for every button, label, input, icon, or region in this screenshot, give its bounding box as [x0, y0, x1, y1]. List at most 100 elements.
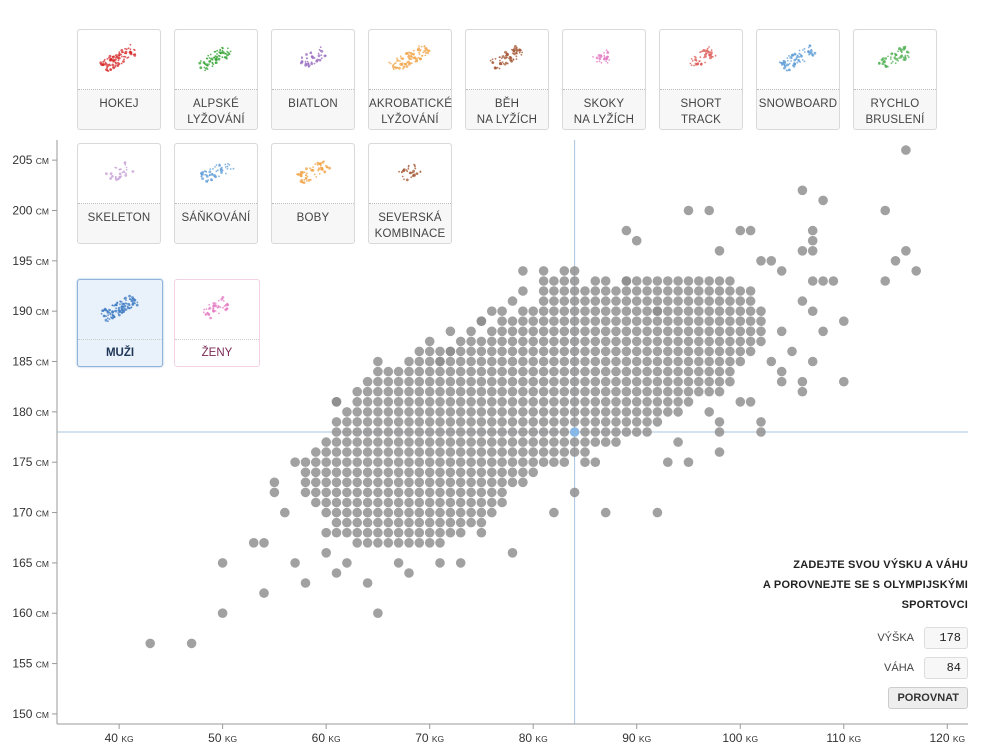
data-point	[331, 457, 342, 468]
data-point	[683, 306, 694, 317]
sport-tile-hokej[interactable]: HOKEJ	[77, 29, 161, 130]
sport-tile-biatlon[interactable]: BIATLON	[271, 29, 355, 130]
sport-label-line2: TRACK	[681, 114, 721, 126]
data-point	[507, 427, 518, 437]
data-point	[352, 407, 363, 417]
sport-tile-short[interactable]: SHORT TRACK	[659, 29, 743, 130]
data-point	[518, 447, 528, 457]
thumb-dot	[204, 69, 206, 72]
data-point	[414, 467, 425, 478]
y-tick-label: 190 CM	[12, 304, 49, 318]
sport-tile-severska[interactable]: SEVERSKÁ KOMBINACE	[368, 143, 452, 244]
sport-tile-skoky[interactable]: SKOKY NA LYŽÍCH	[562, 29, 646, 130]
short-thumbnail-icon	[660, 30, 742, 90]
thumb-dot	[304, 63, 307, 67]
data-point	[621, 346, 632, 357]
sport-tile-sankovani[interactable]: SÁŇKOVÁNÍ	[174, 143, 258, 244]
data-point	[559, 417, 570, 427]
data-point	[445, 356, 456, 367]
weight-input[interactable]	[924, 657, 968, 679]
data-point	[611, 376, 621, 387]
thumb-dot	[408, 51, 411, 54]
data-point	[248, 538, 259, 548]
thumb-dot	[132, 53, 135, 56]
data-point	[342, 457, 352, 468]
data-point	[549, 457, 559, 468]
sport-label-beh: BĚH NA LYŽÍCH	[466, 90, 548, 128]
x-axis: 40 KG 50 KG 60 KG 70 KG 80 KG 90 KG 100 KG 110 …	[57, 723, 968, 745]
thumb-dot	[112, 58, 116, 62]
weight-label: VÁHA	[884, 662, 914, 674]
thumb-dot	[408, 57, 412, 60]
sport-tile-boby[interactable]: BOBY	[271, 143, 355, 244]
thumb-dot	[211, 65, 214, 68]
data-point	[373, 608, 383, 618]
gender-tile-women[interactable]: ŽENY	[174, 279, 260, 367]
sport-tile-akrobaticke[interactable]: AKROBATICKÉ LYŽOVÁNÍ	[368, 29, 452, 130]
data-point	[714, 306, 725, 317]
thumb-dot	[906, 51, 909, 54]
data-point	[466, 427, 476, 437]
thumb-dot	[412, 52, 415, 56]
data-point	[745, 296, 756, 306]
data-point	[621, 296, 632, 306]
data-point	[424, 417, 435, 427]
data-point	[362, 477, 373, 488]
data-point	[393, 477, 404, 488]
thumb-dot	[895, 57, 899, 61]
data-point	[352, 487, 363, 498]
data-point	[549, 376, 559, 387]
thumb-dot	[117, 313, 121, 317]
thumb-dot	[203, 62, 206, 65]
data-point	[331, 507, 342, 518]
thumb-dot	[115, 62, 117, 65]
sport-tile-snowboard[interactable]: SNOWBOARD	[756, 29, 840, 130]
thumb-dot	[894, 52, 896, 55]
data-point	[704, 316, 714, 327]
gender-tile-men[interactable]: MUŽI	[77, 279, 163, 367]
thumb-dot	[418, 53, 421, 56]
data-point	[404, 477, 414, 488]
thumb-dot	[415, 57, 418, 61]
data-point	[518, 427, 528, 437]
data-point	[487, 376, 497, 387]
data-point	[404, 437, 414, 447]
thumb-dot	[232, 167, 235, 170]
thumb-dot	[317, 52, 320, 55]
thumb-dot	[884, 57, 888, 60]
thumb-dot	[306, 60, 309, 63]
thumb-dot	[407, 164, 410, 167]
sport-tile-rychlo[interactable]: RYCHLO BRUSLENÍ	[853, 29, 937, 130]
thumb-dot	[515, 58, 518, 60]
sport-tile-beh[interactable]: BĚH NA LYŽÍCH	[465, 29, 549, 130]
thumb-dot	[393, 62, 396, 65]
thumb-dot	[783, 64, 786, 66]
height-input[interactable]	[924, 627, 968, 649]
thumb-dot	[415, 172, 419, 175]
data-point	[642, 336, 652, 347]
sport-tile-alpske[interactable]: ALPSKÉ LYŽOVÁNÍ	[174, 29, 258, 130]
data-point	[342, 497, 352, 508]
data-point	[393, 507, 404, 518]
data-point	[311, 457, 321, 468]
data-point	[487, 457, 497, 468]
thumb-dot	[603, 52, 605, 54]
data-point	[663, 366, 673, 377]
data-point	[714, 427, 725, 437]
thumb-dot	[106, 311, 110, 314]
thumb-dot	[100, 312, 103, 315]
thumb-dot	[226, 303, 230, 307]
data-point	[435, 487, 445, 498]
data-point	[652, 376, 663, 387]
data-point	[807, 235, 818, 246]
compare-button[interactable]: POROVNAT	[888, 687, 968, 709]
thumb-dot	[786, 63, 789, 67]
y-unit-label: CM	[36, 156, 49, 166]
data-point	[362, 538, 373, 548]
data-point	[673, 306, 683, 317]
sport-label-line1: SEVERSKÁ	[378, 212, 442, 224]
sport-tile-skeleton[interactable]: SKELETON	[77, 143, 161, 244]
data-point	[435, 366, 445, 377]
thumb-dot	[515, 46, 518, 49]
thumb-dot	[502, 62, 505, 65]
